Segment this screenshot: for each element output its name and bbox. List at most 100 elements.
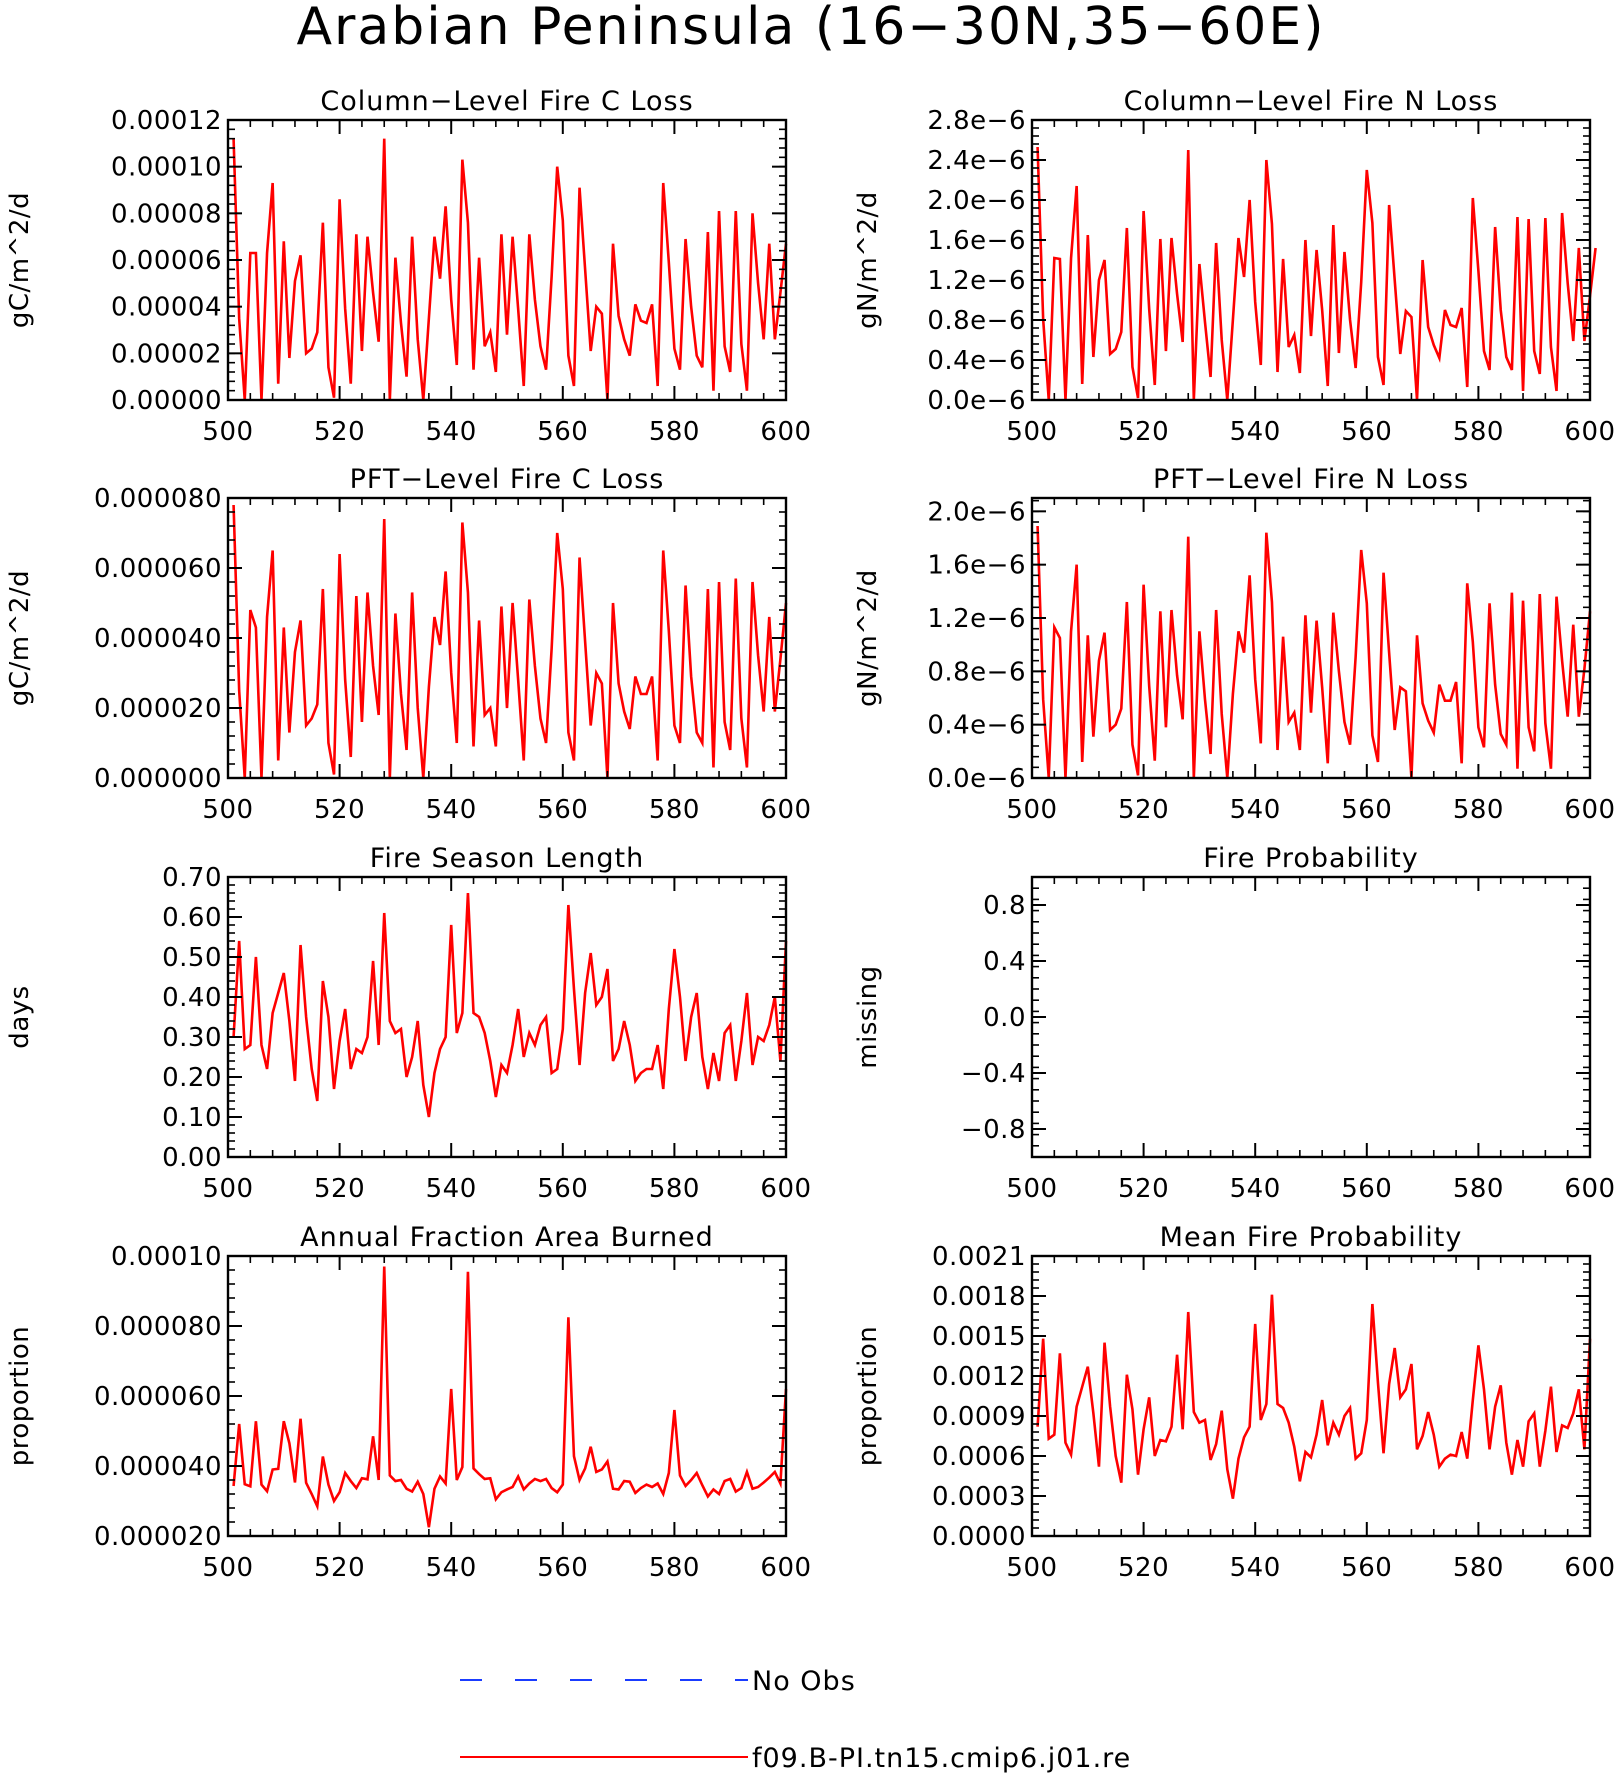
- plot-frame: [1030, 496, 1592, 780]
- y-axis-label: proportion: [5, 1326, 35, 1466]
- x-tick-label: 540: [1230, 1174, 1281, 1204]
- series-line-1: [1036, 146, 1597, 401]
- x-tick-label: 600: [1564, 1553, 1615, 1583]
- x-tick-label: 520: [1118, 1553, 1169, 1583]
- y-tick-label: 1.6e−6: [927, 551, 1026, 581]
- x-tick-label: 500: [1006, 1174, 1057, 1204]
- figure-title: Arabian Peninsula (16−30N,35−60E): [296, 0, 1325, 57]
- x-tick-label: 540: [426, 1174, 477, 1204]
- y-tick-label: 0.0000: [932, 1522, 1026, 1552]
- y-tick-label: 0.0003: [932, 1482, 1026, 1512]
- x-tick-label: 500: [1006, 795, 1057, 825]
- panels: 500 520 540 560 580 6000.000000.000020.000040…: [5, 86, 1615, 1583]
- y-tick-label: 0.000040: [94, 1452, 222, 1482]
- y-tick-label: 0.00002: [111, 339, 222, 369]
- y-tick-label: 2.0e−6: [927, 497, 1026, 527]
- panel-title: Fire Season Length: [370, 843, 644, 874]
- x-tick-label: 600: [760, 1553, 811, 1583]
- panel-title: Column−Level Fire N Loss: [1124, 86, 1499, 117]
- panel-title: Mean Fire Probability: [1160, 1222, 1463, 1253]
- panel-title: PFT−Level Fire C Loss: [350, 464, 665, 495]
- y-tick-label: 0.0: [983, 1003, 1026, 1033]
- chart-panel-8: 500 520 540 560 580 600 0.0000 0.0003 0.0006 0.00…: [853, 1222, 1615, 1583]
- x-tick-label: 580: [649, 1174, 700, 1204]
- y-tick-label: 0.00: [162, 1143, 222, 1173]
- y-tick-label: 0.00010: [111, 153, 222, 183]
- plot-frame: [1030, 875, 1592, 1159]
- panel-title: Annual Fraction Area Burned: [300, 1222, 714, 1253]
- series-line-1: [232, 892, 788, 1118]
- chart-panel-3: 500 520 540 560 580 600 0.000000 0.000020 0.0000…: [5, 464, 811, 825]
- series-line-1: [232, 138, 788, 401]
- y-tick-label: 0.000020: [94, 694, 222, 724]
- chart-panel-7: 500 520 540 560 580 600 0.000020 0.000040 0.0000…: [5, 1222, 811, 1583]
- y-axis-label: days: [5, 985, 35, 1048]
- x-tick-label: 500: [1006, 417, 1057, 447]
- y-tick-label: 0.8e−6: [927, 306, 1026, 336]
- series-line-1: [232, 1266, 788, 1528]
- y-tick-label: 0.00000: [111, 386, 222, 416]
- x-tick-label: 600: [760, 1174, 811, 1204]
- chart-panel-4: 500 520 540 560 580 600 0.0e−6 0.4e−6 0.8e−6 1.2e…: [853, 464, 1615, 825]
- y-tick-label: 0.60: [162, 903, 222, 933]
- y-axis-label: missing: [853, 965, 883, 1068]
- y-axis-label: proportion: [853, 1326, 883, 1466]
- plot-frame: [1030, 1254, 1592, 1538]
- x-tick-label: 540: [426, 1553, 477, 1583]
- y-tick-label: 0.0021: [932, 1242, 1026, 1272]
- legend: No Obs f09.B-PI.tn15.cmip6.j01.re: [460, 1666, 1130, 1774]
- y-tick-label: 0.10: [162, 1103, 222, 1133]
- x-tick-label: 500: [202, 795, 253, 825]
- x-tick-label: 500: [202, 417, 253, 447]
- x-tick-label: 580: [1453, 1174, 1504, 1204]
- x-tick-label: 560: [537, 1553, 588, 1583]
- y-axis-label: gC/m^2/d: [5, 570, 35, 706]
- x-tick-label: 500: [202, 1553, 253, 1583]
- y-tick-label: 0.8: [983, 891, 1026, 921]
- y-tick-label: 0.0018: [932, 1282, 1026, 1312]
- x-tick-label: 560: [1341, 1174, 1392, 1204]
- y-tick-label: 0.000080: [94, 484, 222, 514]
- y-axis-label: gN/m^2/d: [853, 569, 883, 707]
- x-tick-label: 540: [1230, 1553, 1281, 1583]
- x-tick-label: 540: [1230, 795, 1281, 825]
- y-tick-label: 0.50: [162, 943, 222, 973]
- y-tick-label: 0.000000: [94, 764, 222, 794]
- y-tick-label: 0.000060: [94, 554, 222, 584]
- y-tick-label: 0.0012: [932, 1362, 1026, 1392]
- chart-panel-5: 500 520 540 560 580 600 0.00 0.10 0.20 0.30 0.40 0.…: [5, 843, 811, 1204]
- y-tick-label: 0.00008: [111, 199, 222, 229]
- x-tick-label: 560: [1341, 1553, 1392, 1583]
- x-tick-label: 580: [1453, 417, 1504, 447]
- legend-label-1: No Obs: [752, 1666, 856, 1697]
- y-tick-label: 0.0006: [932, 1442, 1026, 1472]
- x-tick-label: 520: [1118, 795, 1169, 825]
- x-tick-label: 520: [1118, 1174, 1169, 1204]
- y-tick-label: 0.00004: [111, 293, 222, 323]
- y-tick-label: 0.4e−6: [927, 711, 1026, 741]
- y-tick-label: 0.0e−6: [927, 386, 1026, 416]
- panel-title: PFT−Level Fire N Loss: [1153, 464, 1469, 495]
- y-tick-label: 0.0009: [932, 1402, 1026, 1432]
- x-tick-label: 580: [1453, 1553, 1504, 1583]
- x-tick-label: 600: [1564, 417, 1615, 447]
- x-tick-label: 600: [1564, 1174, 1615, 1204]
- y-tick-label: 0.30: [162, 1023, 222, 1053]
- panel-title: Column−Level Fire C Loss: [320, 86, 693, 117]
- y-tick-label: 1.2e−6: [927, 266, 1026, 296]
- x-tick-label: 600: [1564, 795, 1615, 825]
- x-tick-label: 520: [314, 1174, 365, 1204]
- y-tick-label: 0.4e−6: [927, 346, 1026, 376]
- y-tick-label: 0.8e−6: [927, 657, 1026, 687]
- y-tick-label: 0.0015: [932, 1322, 1026, 1352]
- series-line-1: [232, 504, 788, 779]
- y-tick-label: 2.4e−6: [927, 146, 1026, 176]
- chart-panel-6: 500 520 540 560 580 600 −0.8 −0.4 0.0 0.4 0.8 Fire …: [853, 843, 1615, 1204]
- y-tick-label: 2.8e−6: [927, 106, 1026, 136]
- x-tick-label: 520: [314, 417, 365, 447]
- y-axis-label: gN/m^2/d: [853, 191, 883, 329]
- y-tick-label: 0.0e−6: [927, 764, 1026, 794]
- x-tick-label: 500: [1006, 1553, 1057, 1583]
- y-tick-label: 0.000080: [94, 1312, 222, 1342]
